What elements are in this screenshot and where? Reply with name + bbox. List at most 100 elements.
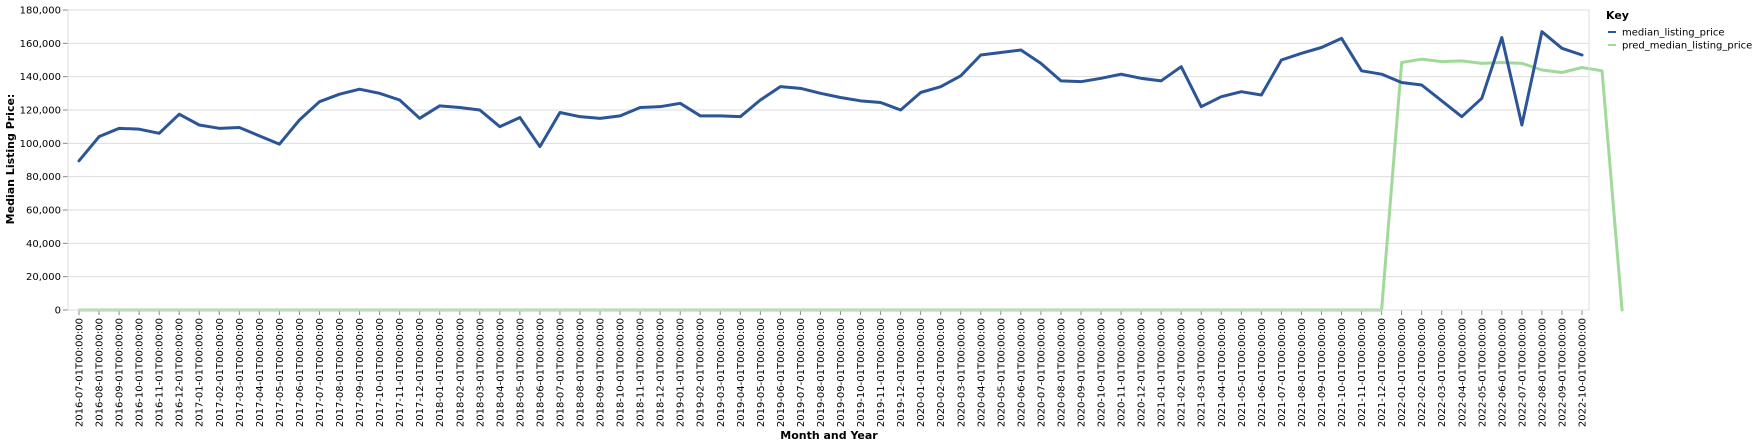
x-tick-label: 2017-07-01T00:00:00 xyxy=(315,318,326,427)
x-tick-label: 2018-12-01T00:00:00 xyxy=(656,318,667,427)
x-tick-label: 2017-02-01T00:00:00 xyxy=(215,318,226,427)
y-tick-label: 100,000 xyxy=(20,139,61,150)
x-tick-label: 2022-08-01T00:00:00 xyxy=(1537,318,1548,427)
x-tick-label: 2019-03-01T00:00:00 xyxy=(716,318,727,427)
x-tick-label: 2019-01-01T00:00:00 xyxy=(676,318,687,427)
x-tick-label: 2018-07-01T00:00:00 xyxy=(555,318,566,427)
x-tick-label: 2020-09-01T00:00:00 xyxy=(1077,318,1088,427)
y-tick-label: 180,000 xyxy=(20,6,61,17)
x-tick-label: 2018-09-01T00:00:00 xyxy=(596,318,607,427)
y-axis-title: Median Listing Price: xyxy=(4,94,17,225)
x-tick-label: 2020-11-01T00:00:00 xyxy=(1117,318,1128,427)
y-tick-label: 120,000 xyxy=(20,106,61,117)
x-tick-label: 2020-08-01T00:00:00 xyxy=(1056,318,1067,427)
x-tick-label: 2022-01-01T00:00:00 xyxy=(1397,318,1408,427)
x-tick-label: 2022-10-01T00:00:00 xyxy=(1578,318,1589,427)
y-tick-label: 40,000 xyxy=(26,239,61,250)
x-tick-label: 2017-08-01T00:00:00 xyxy=(335,318,346,427)
y-tick-label: 60,000 xyxy=(26,206,61,217)
x-tick-label: 2018-05-01T00:00:00 xyxy=(515,318,526,427)
y-axis: 0 20,000 40,000 60,000 80,000 100,000 120,000 1… xyxy=(20,6,69,317)
x-tick-label: 2018-02-01T00:00:00 xyxy=(455,318,466,427)
x-tick-label: 2017-10-01T00:00:00 xyxy=(375,318,386,427)
x-tick-label: 2020-10-01T00:00:00 xyxy=(1097,318,1108,427)
x-tick-label: 2017-05-01T00:00:00 xyxy=(275,318,286,427)
x-tick-label: 2016-12-01T00:00:00 xyxy=(175,318,186,427)
x-tick-label: 2022-02-01T00:00:00 xyxy=(1417,318,1428,427)
x-tick-label: 2021-04-01T00:00:00 xyxy=(1217,318,1228,427)
x-tick-label: 2019-08-01T00:00:00 xyxy=(816,318,827,427)
x-tick-label: 2019-06-01T00:00:00 xyxy=(776,318,787,427)
x-tick-label: 2021-02-01T00:00:00 xyxy=(1177,318,1188,427)
x-tick-label: 2019-09-01T00:00:00 xyxy=(836,318,847,427)
x-tick-label: 2020-07-01T00:00:00 xyxy=(1036,318,1047,427)
x-tick-label: 2021-01-01T00:00:00 xyxy=(1157,318,1168,427)
legend-label: pred_median_listing_price xyxy=(1622,41,1752,52)
x-tick-label: 2020-04-01T00:00:00 xyxy=(976,318,987,427)
x-tick-label: 2022-09-01T00:00:00 xyxy=(1557,318,1568,427)
x-tick-label: 2020-12-01T00:00:00 xyxy=(1137,318,1148,427)
x-tick-label: 2022-04-01T00:00:00 xyxy=(1457,318,1468,427)
series-lines xyxy=(77,30,1624,312)
x-tick-label: 2020-01-01T00:00:00 xyxy=(916,318,927,427)
x-tick-label: 2017-06-01T00:00:00 xyxy=(295,318,306,427)
x-tick-label: 2017-01-01T00:00:00 xyxy=(195,318,206,427)
x-tick-label: 2020-02-01T00:00:00 xyxy=(936,318,947,427)
x-tick-label: 2017-12-01T00:00:00 xyxy=(415,318,426,427)
x-tick-label: 2022-05-01T00:00:00 xyxy=(1477,318,1488,427)
x-tick-label: 2019-04-01T00:00:00 xyxy=(736,318,747,427)
x-axis: 2016-07-01T00:00:00 2016-08-01T00:00:00 20… xyxy=(68,309,1589,427)
x-tick-label: 2021-06-01T00:00:00 xyxy=(1257,318,1268,427)
x-tick-label: 2016-09-01T00:00:00 xyxy=(115,318,126,427)
y-tick-label: 20,000 xyxy=(26,272,61,283)
x-tick-label: 2021-03-01T00:00:00 xyxy=(1197,318,1208,427)
x-tick-label: 2018-08-01T00:00:00 xyxy=(576,318,587,427)
x-tick-label: 2020-03-01T00:00:00 xyxy=(956,318,967,427)
x-tick-label: 2020-06-01T00:00:00 xyxy=(1016,318,1027,427)
x-tick-label: 2018-01-01T00:00:00 xyxy=(435,318,446,427)
legend-label: median_listing_price xyxy=(1622,28,1725,39)
series-line-pred-median-listing-price xyxy=(77,57,1624,312)
x-tick-label: 2019-12-01T00:00:00 xyxy=(896,318,907,427)
y-tick-label: 160,000 xyxy=(20,39,61,50)
x-tick-label: 2020-05-01T00:00:00 xyxy=(996,318,1007,427)
x-tick-label: 2021-09-01T00:00:00 xyxy=(1317,318,1328,427)
x-tick-label: 2018-04-01T00:00:00 xyxy=(495,318,506,427)
x-tick-label: 2021-11-01T00:00:00 xyxy=(1357,318,1368,427)
x-tick-label: 2022-06-01T00:00:00 xyxy=(1497,318,1508,427)
y-tick-label: 140,000 xyxy=(20,72,61,83)
x-tick-label: 2017-09-01T00:00:00 xyxy=(355,318,366,427)
x-tick-label: 2019-11-01T00:00:00 xyxy=(876,318,887,427)
x-tick-label: 2017-11-01T00:00:00 xyxy=(395,318,406,427)
x-tick-label: 2018-03-01T00:00:00 xyxy=(475,318,486,427)
x-tick-label: 2018-10-01T00:00:00 xyxy=(616,318,627,427)
x-tick-label: 2016-11-01T00:00:00 xyxy=(155,318,166,427)
x-tick-label: 2016-07-01T00:00:00 xyxy=(75,318,86,427)
x-tick-label: 2019-05-01T00:00:00 xyxy=(756,318,767,427)
x-tick-label: 2022-03-01T00:00:00 xyxy=(1437,318,1448,427)
x-tick-label: 2019-02-01T00:00:00 xyxy=(696,318,707,427)
x-tick-label: 2016-10-01T00:00:00 xyxy=(135,318,146,427)
legend-title: Key xyxy=(1606,9,1629,22)
x-tick-label: 2017-04-01T00:00:00 xyxy=(255,318,266,427)
x-tick-label: 2018-06-01T00:00:00 xyxy=(535,318,546,427)
x-tick-label: 2019-10-01T00:00:00 xyxy=(856,318,867,427)
x-tick-label: 2021-12-01T00:00:00 xyxy=(1377,318,1388,427)
x-tick-label: 2016-08-01T00:00:00 xyxy=(95,318,106,427)
x-tick-label: 2021-05-01T00:00:00 xyxy=(1237,318,1248,427)
y-tick-label: 80,000 xyxy=(26,172,61,183)
grid-lines xyxy=(68,9,1589,311)
plot-frame xyxy=(67,9,1590,311)
legend: Key median_listing_price pred_median_list… xyxy=(1606,9,1752,52)
x-tick-label: 2021-10-01T00:00:00 xyxy=(1337,318,1348,427)
x-tick-label: 2019-07-01T00:00:00 xyxy=(796,318,807,427)
x-tick-label: 2017-03-01T00:00:00 xyxy=(235,318,246,427)
x-axis-title: Month and Year xyxy=(780,429,878,442)
y-tick-label: 0 xyxy=(55,306,61,317)
x-tick-label: 2021-08-01T00:00:00 xyxy=(1297,318,1308,427)
x-tick-label: 2018-11-01T00:00:00 xyxy=(636,318,647,427)
x-tick-label: 2022-07-01T00:00:00 xyxy=(1517,318,1528,427)
x-tick-label: 2021-07-01T00:00:00 xyxy=(1277,318,1288,427)
series-line-median-listing-price xyxy=(77,30,1584,163)
